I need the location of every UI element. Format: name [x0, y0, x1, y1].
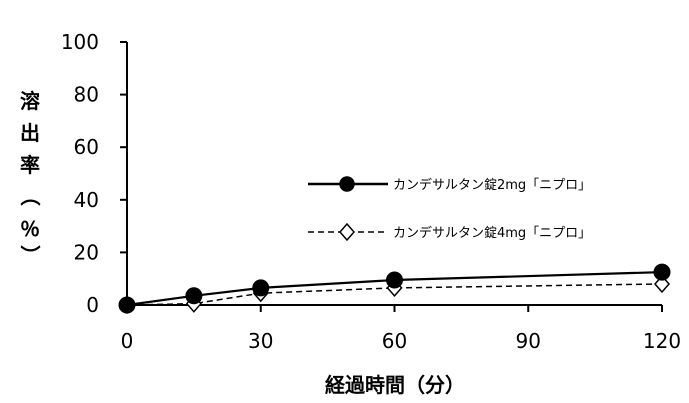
y-tick-label: 0 — [86, 293, 99, 317]
legend-item-2mg: カンデサルタン錠2mg「ニプロ」 — [308, 176, 591, 193]
data-point — [386, 271, 403, 289]
series-layer — [118, 263, 671, 315]
legend-marker-open-diamond — [339, 222, 355, 242]
x-tick-label: 90 — [516, 329, 541, 353]
y-tick-label: 80 — [74, 83, 99, 107]
y-axis-title-char: ％ — [20, 217, 40, 241]
y-axis-title-char: 率 — [20, 153, 40, 177]
y-axis-title-char: 出 — [20, 121, 40, 145]
data-point — [654, 274, 670, 294]
y-axis-title-char: （ — [18, 186, 42, 206]
data-point — [653, 263, 671, 281]
y-tick-label: 20 — [74, 240, 99, 264]
x-ticks: 0 30 60 90 120 — [121, 305, 681, 353]
legend: カンデサルタン錠2mg「ニプロ」 カンデサルタン錠4mg「ニプロ」 — [308, 176, 591, 242]
legend-label-2mg: カンデサルタン錠2mg「ニプロ」 — [393, 177, 591, 193]
legend-marker-filled-circle — [339, 176, 355, 192]
data-point — [252, 279, 270, 297]
y-tick-label: 60 — [74, 135, 99, 159]
y-axis-title-char: ） — [18, 245, 42, 265]
data-point — [118, 296, 136, 314]
legend-label-4mg: カンデサルタン錠4mg「ニプロ」 — [393, 225, 591, 241]
y-axis-title-char: 溶 — [20, 89, 40, 113]
x-tick-label: 30 — [248, 329, 273, 353]
x-tick-label: 60 — [382, 329, 407, 353]
x-tick-label: 120 — [643, 329, 681, 353]
y-axis-title: 溶 出 率 （ ％ ） — [18, 89, 42, 265]
y-ticks: 0 20 40 60 80 100 — [61, 30, 127, 317]
x-axis-title: 経過時間（分） — [325, 373, 465, 397]
series-2mg — [118, 263, 671, 314]
y-tick-label: 100 — [61, 30, 99, 54]
legend-item-4mg: カンデサルタン錠4mg「ニプロ」 — [308, 222, 591, 242]
axes — [126, 42, 662, 306]
y-tick-label: 40 — [74, 188, 99, 212]
data-point — [185, 287, 203, 305]
x-tick-label: 0 — [121, 329, 134, 353]
